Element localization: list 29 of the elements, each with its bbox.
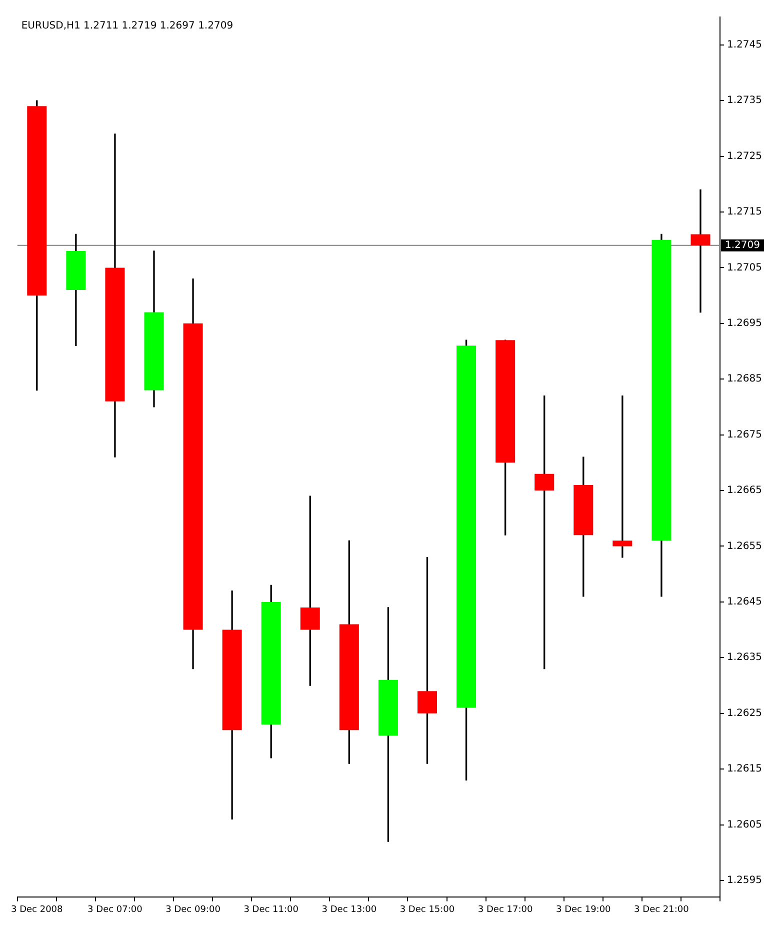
y-tick-label: 1.2595 — [727, 875, 762, 886]
y-tick-label: 1.2605 — [727, 819, 762, 830]
chart-title: EURUSD,H1 1.2711 1.2719 1.2697 1.2709 — [21, 20, 234, 32]
x-tick-label: 3 Dec 2008 — [10, 904, 64, 915]
y-tick-label: 1.2705 — [727, 262, 762, 274]
y-tick-label: 1.2665 — [727, 485, 762, 496]
x-tick-label: 3 Dec 07:00 — [88, 904, 143, 915]
y-tick-label: 1.2675 — [727, 429, 762, 440]
y-tick-label: 1.2615 — [727, 764, 762, 775]
x-tick-label: 3 Dec 19:00 — [556, 904, 612, 915]
x-tick-label: 3 Dec 17:00 — [478, 904, 533, 915]
y-tick-label: 1.2635 — [727, 652, 762, 664]
y-tick-label: 1.2685 — [727, 374, 762, 385]
ref-line-label: 1.2709 — [725, 240, 760, 251]
candlestick — [612, 395, 632, 558]
x-tick-label: 3 Dec 09:00 — [166, 904, 221, 915]
x-tick-label: 3 Dec 21:00 — [634, 904, 690, 915]
y-tick-label: 1.2695 — [727, 318, 762, 329]
y-tick-label: 1.2745 — [727, 39, 762, 50]
x-tick-label: 3 Dec 15:00 — [400, 904, 455, 915]
x-tick-label: 3 Dec 13:00 — [322, 904, 377, 915]
y-tick-label: 1.2625 — [727, 708, 762, 719]
y-tick-label: 1.2655 — [727, 540, 762, 552]
candlestick — [690, 189, 710, 313]
y-tick-label: 1.2735 — [727, 95, 762, 106]
y-tick-label: 1.2715 — [727, 206, 762, 218]
y-tick-label: 1.2725 — [727, 150, 762, 162]
y-tick-label: 1.2645 — [727, 596, 762, 608]
x-tick-label: 3 Dec 11:00 — [244, 904, 299, 915]
